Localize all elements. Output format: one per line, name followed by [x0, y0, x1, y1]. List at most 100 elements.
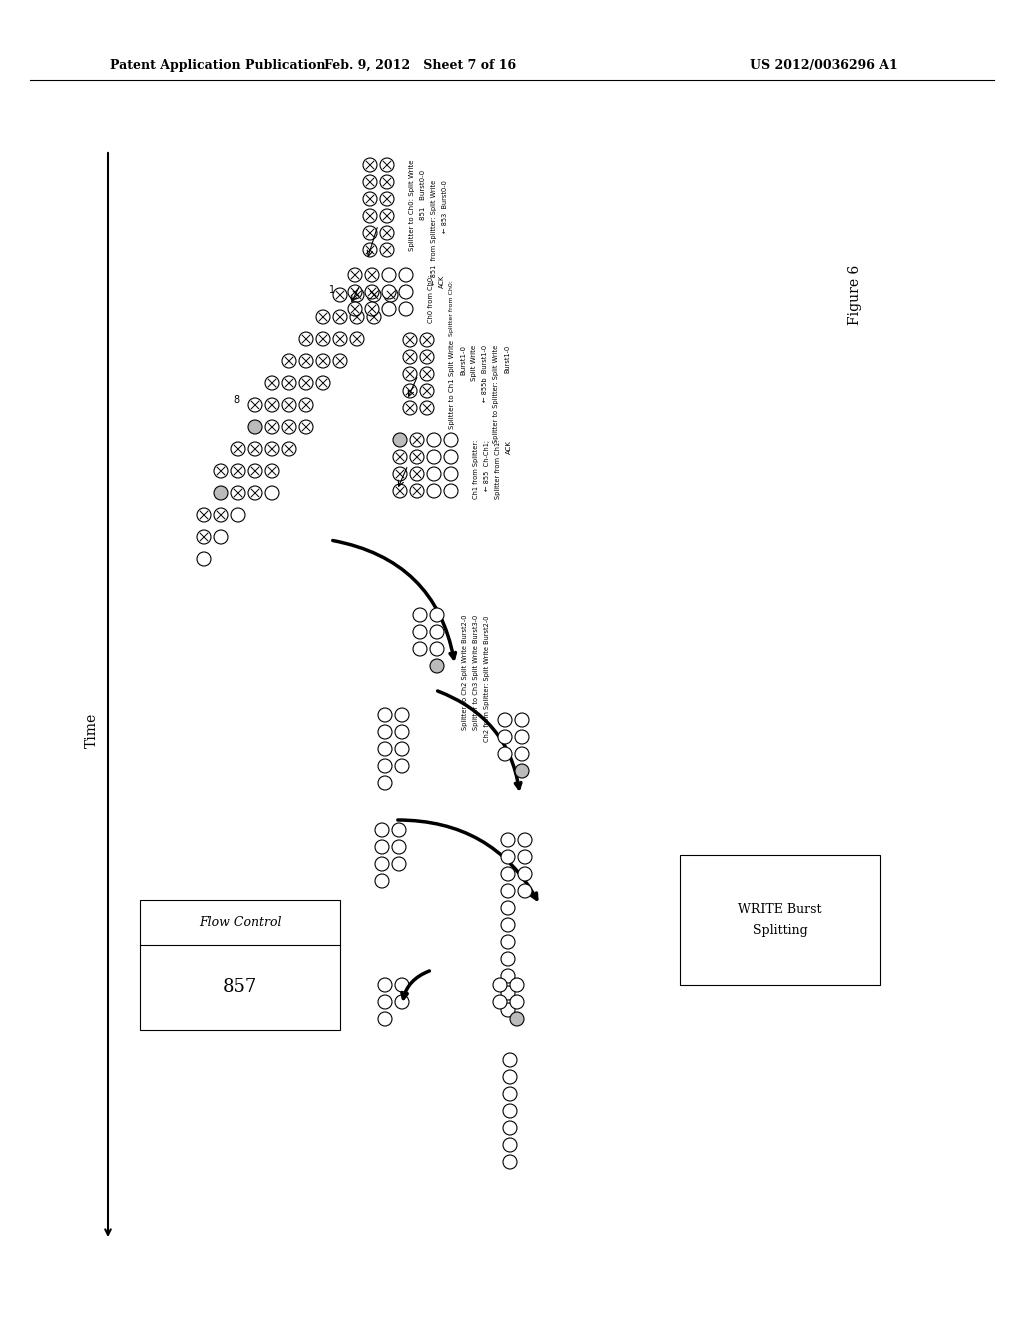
Text: WRITE Burst
Splitting: WRITE Burst Splitting	[738, 903, 821, 937]
Circle shape	[382, 302, 396, 315]
Circle shape	[410, 467, 424, 480]
Circle shape	[299, 354, 313, 368]
Circle shape	[501, 986, 515, 1001]
Circle shape	[362, 158, 377, 172]
Circle shape	[380, 226, 394, 240]
Text: 8: 8	[232, 395, 239, 405]
Circle shape	[503, 1071, 517, 1084]
Circle shape	[299, 333, 313, 346]
Circle shape	[503, 1053, 517, 1067]
Circle shape	[393, 450, 407, 465]
Circle shape	[375, 857, 389, 871]
Circle shape	[420, 350, 434, 364]
Circle shape	[380, 191, 394, 206]
Circle shape	[420, 333, 434, 347]
Circle shape	[378, 1012, 392, 1026]
Circle shape	[350, 333, 364, 346]
FancyBboxPatch shape	[680, 855, 880, 985]
Circle shape	[503, 1086, 517, 1101]
Circle shape	[399, 285, 413, 300]
Text: Splitter to Ch2 Split Write Burst2-0: Splitter to Ch2 Split Write Burst2-0	[462, 615, 468, 730]
Circle shape	[503, 1155, 517, 1170]
Circle shape	[393, 467, 407, 480]
Circle shape	[214, 508, 228, 521]
Circle shape	[282, 376, 296, 389]
Text: Split Write: Split Write	[471, 345, 477, 381]
Circle shape	[410, 484, 424, 498]
Circle shape	[378, 759, 392, 774]
Circle shape	[299, 399, 313, 412]
Text: ← 853  Burst0-0: ← 853 Burst0-0	[442, 180, 449, 232]
Circle shape	[282, 442, 296, 455]
Circle shape	[444, 450, 458, 465]
Circle shape	[248, 399, 262, 412]
Circle shape	[501, 935, 515, 949]
Circle shape	[498, 747, 512, 762]
Circle shape	[503, 1138, 517, 1152]
Circle shape	[413, 609, 427, 622]
Circle shape	[427, 467, 441, 480]
Circle shape	[498, 730, 512, 744]
Circle shape	[375, 874, 389, 888]
Circle shape	[348, 285, 362, 300]
Circle shape	[265, 376, 279, 389]
Circle shape	[413, 642, 427, 656]
Circle shape	[384, 288, 398, 302]
Circle shape	[231, 508, 245, 521]
Circle shape	[420, 384, 434, 399]
Circle shape	[503, 1104, 517, 1118]
Circle shape	[248, 420, 262, 434]
Circle shape	[265, 486, 279, 500]
Circle shape	[367, 310, 381, 323]
Circle shape	[378, 742, 392, 756]
Circle shape	[395, 978, 409, 993]
Circle shape	[493, 978, 507, 993]
Text: Figure 6: Figure 6	[848, 265, 862, 325]
Circle shape	[231, 442, 245, 455]
Circle shape	[501, 969, 515, 983]
Circle shape	[395, 725, 409, 739]
Text: ACK: ACK	[439, 275, 445, 288]
Circle shape	[410, 433, 424, 447]
Text: Burst1-0: Burst1-0	[504, 345, 510, 374]
Circle shape	[265, 465, 279, 478]
Circle shape	[214, 531, 228, 544]
Circle shape	[333, 354, 347, 368]
Text: Splitter to Ch3 Split Write Burst3-0: Splitter to Ch3 Split Write Burst3-0	[473, 615, 479, 730]
Circle shape	[403, 401, 417, 414]
Circle shape	[515, 764, 529, 777]
Circle shape	[430, 609, 444, 622]
Circle shape	[375, 822, 389, 837]
Circle shape	[316, 376, 330, 389]
Circle shape	[282, 399, 296, 412]
Circle shape	[518, 850, 532, 865]
Text: 857: 857	[223, 978, 257, 997]
Circle shape	[444, 484, 458, 498]
Circle shape	[403, 384, 417, 399]
Circle shape	[316, 333, 330, 346]
Circle shape	[380, 243, 394, 257]
Circle shape	[501, 884, 515, 898]
Text: ← 855b  Burst1-0: ← 855b Burst1-0	[482, 345, 488, 403]
Circle shape	[518, 884, 532, 898]
Circle shape	[316, 354, 330, 368]
Circle shape	[214, 486, 228, 500]
Circle shape	[515, 747, 529, 762]
Circle shape	[501, 917, 515, 932]
Circle shape	[395, 759, 409, 774]
Circle shape	[395, 708, 409, 722]
Circle shape	[265, 442, 279, 455]
Circle shape	[380, 176, 394, 189]
Circle shape	[430, 642, 444, 656]
Circle shape	[214, 465, 228, 478]
Text: ACK: ACK	[506, 440, 512, 454]
Circle shape	[350, 288, 364, 302]
Text: Ch0 from Ch0:: Ch0 from Ch0:	[428, 275, 434, 323]
Circle shape	[348, 302, 362, 315]
Circle shape	[430, 624, 444, 639]
Text: Splitter from Ch0:: Splitter from Ch0:	[449, 280, 454, 335]
Circle shape	[501, 902, 515, 915]
FancyBboxPatch shape	[140, 900, 340, 1030]
Circle shape	[231, 486, 245, 500]
Circle shape	[378, 978, 392, 993]
